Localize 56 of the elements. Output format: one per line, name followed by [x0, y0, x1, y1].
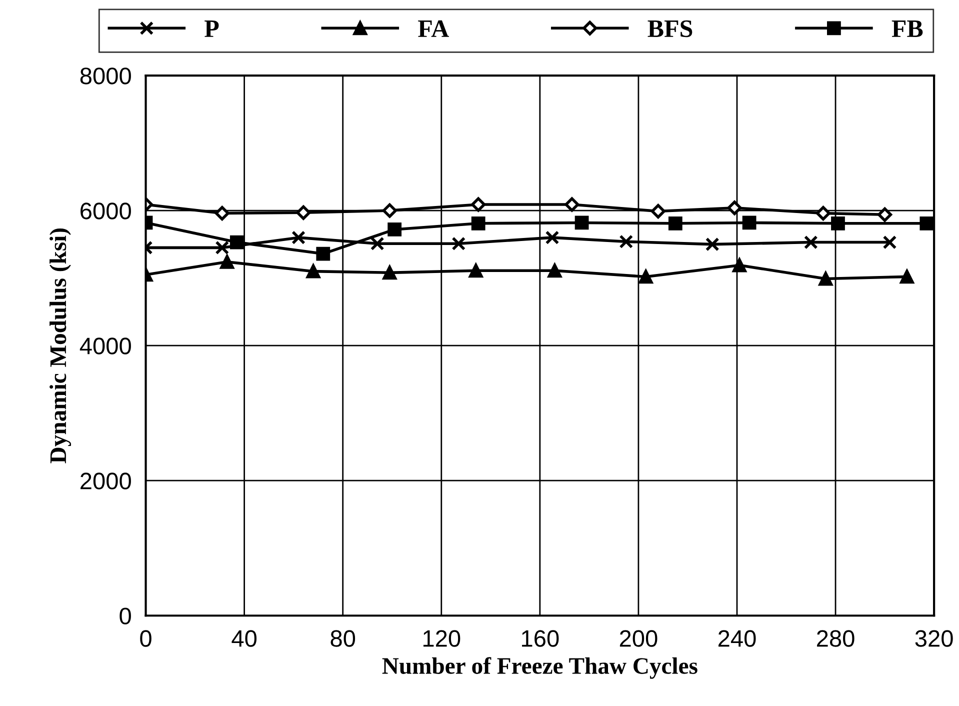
- point: [650, 204, 666, 219]
- point: [831, 216, 845, 230]
- point: [816, 206, 830, 221]
- x-tick-label: 280: [817, 630, 854, 647]
- point: [230, 235, 244, 250]
- point: [316, 246, 330, 261]
- y-tick-label: 6000: [80, 202, 131, 220]
- point: [296, 205, 311, 220]
- point: [574, 216, 589, 230]
- point: [388, 222, 402, 236]
- point: [732, 258, 746, 272]
- x-tick-label: 80: [330, 630, 356, 647]
- point: [668, 216, 682, 230]
- y-tick-label: 8000: [80, 68, 131, 84]
- point: [382, 203, 397, 218]
- point: [214, 206, 230, 221]
- point: [638, 270, 653, 284]
- y-tick-label: 4000: [80, 338, 131, 354]
- x-axis-title: Number of Freeze Thaw Cycles: [382, 657, 698, 679]
- point: [900, 270, 914, 284]
- x-tick-label: 160: [522, 630, 559, 647]
- y-axis-title: Dynamic Modulus (ksi): [50, 228, 72, 464]
- point: [705, 237, 720, 252]
- y-tick-label: 0: [120, 608, 131, 624]
- point: [564, 197, 580, 212]
- x-tick-label: 240: [718, 630, 756, 647]
- x-tick-label: 40: [232, 630, 257, 647]
- point: [878, 207, 892, 222]
- point: [306, 264, 320, 278]
- point: [818, 272, 833, 286]
- x-tick-label: 200: [620, 630, 658, 647]
- x-tick-label: 0: [140, 630, 152, 647]
- point: [471, 216, 486, 230]
- point: [619, 234, 634, 249]
- x-tick-label: 320: [915, 630, 953, 647]
- point: [215, 240, 230, 255]
- legend-label: P: [204, 20, 219, 37]
- point: [742, 216, 756, 230]
- point: [468, 264, 483, 278]
- point: [370, 236, 384, 251]
- legend-label: FA: [418, 20, 449, 37]
- point: [471, 197, 486, 212]
- point: [220, 254, 234, 269]
- point: [882, 235, 897, 250]
- point: [920, 216, 934, 230]
- point: [382, 266, 397, 280]
- legend-label: BFS: [648, 20, 692, 38]
- point: [452, 236, 466, 251]
- legend-label: FB: [892, 20, 923, 37]
- point: [545, 230, 560, 245]
- y-tick-label: 2000: [80, 472, 131, 490]
- x-tick-label: 120: [423, 630, 460, 647]
- point: [727, 200, 742, 216]
- point: [804, 235, 818, 250]
- point: [292, 230, 306, 245]
- point: [548, 264, 562, 278]
